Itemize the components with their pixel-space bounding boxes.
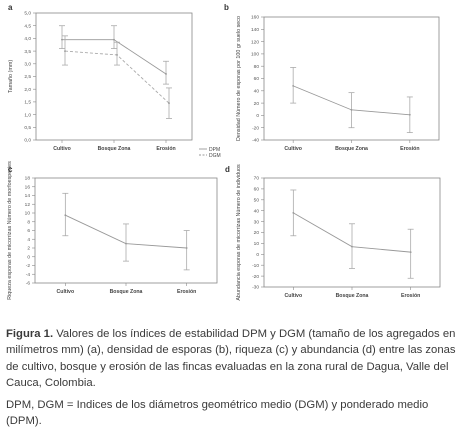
data-point: [125, 242, 127, 245]
y-tick-label: 50: [254, 198, 260, 204]
y-tick-label: 30: [254, 219, 260, 225]
y-tick-label: 1,5: [24, 100, 31, 106]
y-tick-label: 18: [25, 176, 31, 182]
y-tick-label: 12: [25, 202, 31, 208]
y-tick-label: -20: [252, 274, 259, 280]
y-axis-label: Abundancia esporas de micorrizas Número …: [236, 164, 242, 301]
y-axis-label: Tamaño (mm): [8, 60, 14, 93]
chart-panel-b: b -40 -20 0 20 40 60 80 100 120 140 160 Cultivo Bosqu…: [224, 3, 440, 152]
data-point: [292, 84, 295, 87]
y-axis-label: Riqueza esporas de micorrizas Número de …: [7, 161, 13, 300]
x-tick-label: Erosión: [156, 146, 175, 152]
x-tick-label: Bosque Zona: [335, 146, 368, 152]
y-tick-label: 2,0: [24, 87, 31, 93]
y-tick-label: 2,5: [24, 74, 31, 80]
y-tick-label: 140: [251, 27, 259, 33]
y-tick-label: 40: [254, 208, 260, 214]
data-point: [165, 73, 167, 75]
y-tick-label: 1,0: [24, 112, 31, 118]
caption-text: Valores de los índices de estabilidad DP…: [6, 328, 456, 389]
y-tick-label: -40: [252, 138, 259, 144]
y-tick-label: 80: [254, 64, 260, 70]
y-tick-label: 0: [256, 113, 259, 119]
legend-label: DGM: [209, 153, 221, 159]
caption-label: Figura 1.: [6, 328, 54, 340]
data-point: [113, 38, 115, 41]
data-point: [350, 108, 353, 111]
y-tick-label: 20: [254, 101, 260, 107]
y-tick-label: 2: [27, 246, 30, 252]
y-tick-label: 10: [25, 211, 31, 217]
x-tick-label: Cultivo: [284, 146, 302, 152]
y-tick-label: 40: [254, 89, 260, 95]
data-point: [185, 247, 188, 249]
y-axis-label: Densidad Número de esporas por 100 gr su…: [236, 16, 242, 141]
y-tick-label: -10: [252, 263, 259, 269]
y-tick-label: 20: [254, 230, 260, 236]
panel-label: a: [8, 3, 13, 12]
y-tick-label: 4: [27, 237, 30, 243]
y-tick-label: 6: [27, 228, 30, 234]
data-point: [116, 54, 118, 56]
x-tick-label: Cultivo: [53, 146, 71, 152]
y-tick-label: 16: [25, 184, 31, 190]
caption-note: DPM, DGM = Indices de los diámetros geom…: [6, 399, 429, 428]
data-point: [64, 50, 66, 52]
y-tick-label: 0,0: [24, 138, 31, 144]
y-tick-label: 5,0: [24, 11, 31, 17]
y-tick-label: 4,5: [24, 23, 31, 29]
y-tick-label: 70: [254, 176, 260, 182]
y-tick-label: -4: [26, 272, 31, 278]
data-point: [61, 38, 63, 41]
data-point: [64, 214, 67, 217]
x-tick-label: Erosión: [401, 293, 420, 299]
chart-panel-a: a 0,0 0,5 1,0 1,5 2,0 2,5 3,0 3,5 4,0 4,5 5,0 Cultiv…: [8, 3, 221, 159]
y-tick-label: 14: [25, 193, 31, 199]
y-tick-label: 120: [251, 39, 259, 45]
x-tick-label: Bosque Zona: [110, 289, 143, 295]
x-tick-label: Cultivo: [285, 293, 303, 299]
y-tick-label: -30: [252, 285, 259, 291]
data-point: [409, 251, 412, 254]
figure-caption: Figura 1. Valores de los índices de esta…: [6, 326, 458, 430]
y-tick-label: 3,5: [24, 49, 31, 55]
legend-label: DPM: [209, 147, 220, 153]
y-tick-label: 60: [254, 187, 260, 193]
y-tick-label: 3,0: [24, 62, 31, 68]
data-point: [168, 102, 170, 105]
data-point: [351, 245, 353, 248]
y-tick-label: 0: [256, 252, 259, 258]
panel-label: c: [8, 165, 13, 174]
x-tick-label: Bosque Zona: [336, 293, 369, 299]
chart-panel-d: d -30 -20 -10 0 10 20 30 40 50 60 70 Cultivo Bosque Z…: [225, 164, 441, 301]
y-tick-label: -6: [26, 281, 31, 287]
y-tick-label: -2: [26, 263, 31, 269]
panel-label: b: [224, 3, 229, 12]
panel-label: d: [225, 165, 230, 174]
y-tick-label: 100: [251, 52, 259, 58]
y-tick-label: 160: [251, 15, 259, 21]
y-tick-label: 0,5: [24, 125, 31, 131]
y-tick-label: 0: [27, 254, 30, 260]
chart-panel-c: c -6 -4 -2 0 2 4 6 8 10 12 14 16 18 Cultivo Bosque Zona…: [7, 161, 218, 300]
data-point: [292, 211, 295, 214]
x-tick-label: Erosión: [177, 289, 196, 295]
y-tick-label: 60: [254, 76, 260, 82]
data-point: [408, 113, 411, 116]
y-tick-label: 4,0: [24, 36, 31, 42]
y-tick-label: 8: [27, 219, 30, 225]
x-tick-label: Bosque Zona: [98, 146, 131, 152]
y-tick-label: 10: [254, 241, 260, 247]
y-tick-label: -20: [252, 125, 259, 131]
x-tick-label: Erosión: [400, 146, 419, 152]
x-tick-label: Cultivo: [57, 289, 75, 295]
